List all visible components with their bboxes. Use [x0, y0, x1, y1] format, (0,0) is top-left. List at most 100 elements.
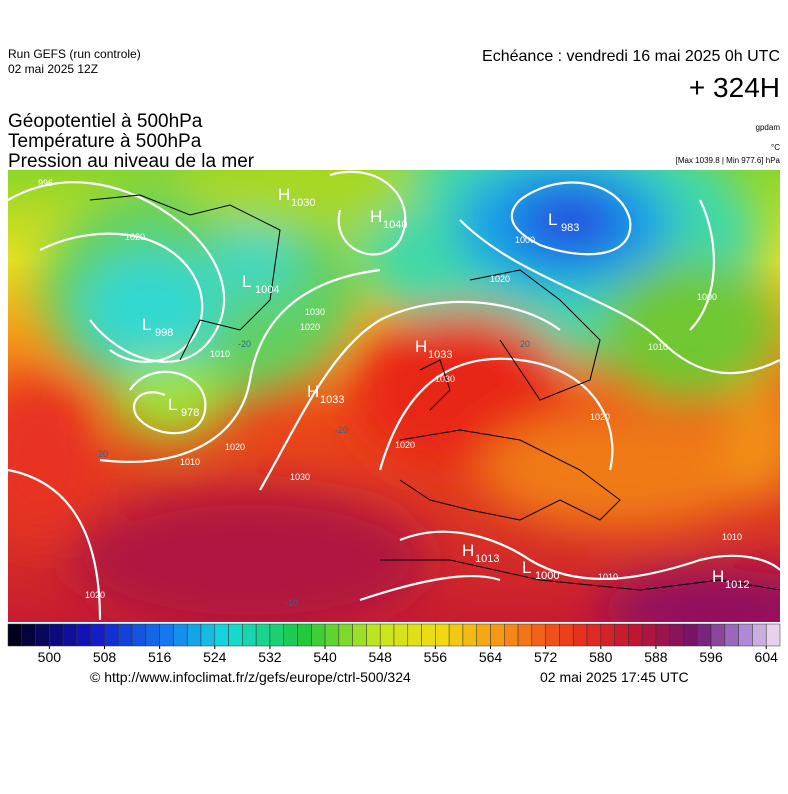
colorbar-cell [269, 623, 284, 647]
colorbar-cell [710, 623, 726, 647]
center-pressure: 978 [181, 407, 199, 419]
colorbar-cell [724, 623, 739, 647]
center-letter: H [307, 382, 319, 401]
isobar-label: 1010 [722, 532, 742, 542]
colorbar-cell [559, 623, 574, 647]
colorbar: 500 508 516 524 532 540 548 556 564 572 580 588 596 6… [7, 623, 781, 665]
isobar-label: 1030 [435, 374, 455, 384]
center-pressure: 1013 [475, 553, 499, 565]
colorbar-cell [614, 623, 629, 647]
colorbar-tick-label: 508 [93, 649, 117, 665]
isobar-label: 1020 [490, 274, 510, 284]
colorbar-cell [366, 623, 381, 647]
title-line: Température à 500hPa [8, 131, 202, 152]
isobar-label: 1020 [225, 442, 245, 452]
coastlines [89, 194, 780, 591]
colorbar-tick-label: 516 [148, 649, 172, 665]
isobar-label: 1010 [648, 342, 668, 352]
isobar-label: 996 [38, 178, 53, 188]
colorbar-cell [7, 623, 23, 647]
colorbar-cell [504, 623, 519, 647]
temperature-label: -10 [285, 598, 298, 608]
colorbar-cell [228, 623, 243, 647]
colorbar-cell [752, 623, 767, 647]
colorbar-cell [242, 623, 257, 647]
colorbar-tick-label: 588 [644, 649, 668, 665]
colorbar-tick-label: 580 [589, 649, 613, 665]
colorbar-cell [379, 623, 395, 647]
center-pressure: 1040 [383, 219, 407, 231]
colorbar-cell [586, 623, 602, 647]
colorbar-cell [283, 623, 298, 647]
run: Run GEFS (run controle) [8, 47, 141, 61]
isobar-label: 1020 [125, 232, 145, 242]
isobar-label: 1030 [290, 472, 310, 482]
isobar-label: 1000 [515, 235, 535, 245]
colorbar-cell [407, 623, 422, 647]
colorbar-cell [490, 623, 505, 647]
colorbar-cell [118, 623, 133, 647]
colorbar-cell [435, 623, 450, 647]
center-pressure: 1033 [428, 349, 452, 361]
colorbar-cell [90, 623, 105, 647]
colorbar-cell [297, 623, 312, 647]
temperature-label: -20 [95, 449, 108, 459]
center-pressure: 1033 [320, 394, 344, 406]
unit: [Max 1039.8 | Min 977.6] hPa [676, 156, 781, 165]
colorbar-tick-label: 564 [479, 649, 503, 665]
colorbar-cell [200, 623, 216, 647]
center-letter: L [142, 315, 151, 334]
colorbar-cell [421, 623, 436, 647]
colorbar-cell [393, 623, 409, 647]
colorbar-cell [21, 623, 36, 647]
colorbar-cell [545, 623, 560, 647]
colorbar-tick-label: 548 [369, 649, 393, 665]
center-letter: H [415, 337, 427, 356]
center-pressure: 998 [155, 327, 173, 339]
colorbar-cell [669, 623, 684, 647]
colorbar-cell [311, 623, 326, 647]
isobar-label: 1010 [598, 572, 618, 582]
isobar-label: 1030 [305, 307, 325, 317]
colorbar-cell [131, 623, 147, 647]
lead-time: + 324H [689, 72, 780, 103]
center-pressure: 1000 [535, 570, 559, 582]
colorbar-tick-label: 572 [534, 649, 558, 665]
isobars [8, 170, 780, 621]
isobar-label: 1000 [697, 292, 717, 302]
timestamp: 02 mai 2025 17:45 UTC [540, 669, 689, 685]
isobar-label: 1010 [180, 457, 200, 467]
isobar-label: 1010 [210, 349, 230, 359]
center-pressure: 1030 [291, 197, 315, 209]
center-pressure: 983 [561, 222, 579, 234]
source-url: © http://www.infoclimat.fr/z/gefs/europe… [90, 669, 411, 685]
temperature-label: -20 [238, 339, 251, 349]
center-letter: L [548, 210, 557, 229]
colorbar-cell [476, 623, 491, 647]
colorbar-cell [683, 623, 698, 647]
colorbar-cell [104, 623, 119, 647]
center-letter: H [462, 541, 474, 560]
colorbar-cell [517, 623, 533, 647]
colorbar-cell [324, 623, 340, 647]
colorbar-cell [628, 623, 643, 647]
unit: °C [771, 143, 780, 152]
colorbar-cell [186, 623, 202, 647]
colorbar-tick-label: 532 [258, 649, 282, 665]
colorbar-cell [159, 623, 174, 647]
colorbar-cell [49, 623, 64, 647]
title-line: Géopotentiel à 500hPa [8, 111, 203, 132]
colorbar-cell [600, 623, 615, 647]
colorbar-cell [62, 623, 78, 647]
colorbar-cell [765, 623, 781, 647]
center-letter: L [168, 395, 177, 414]
run-date: 02 mai 2025 12Z [8, 62, 98, 76]
center-pressure: 1012 [725, 579, 749, 591]
map-field [8, 170, 780, 622]
colorbar-tick-label: 596 [699, 649, 723, 665]
colorbar-cell [641, 623, 657, 647]
isobar-label: 1020 [395, 440, 415, 450]
temperature-label: 20 [520, 339, 530, 349]
colorbar-cell [35, 623, 50, 647]
